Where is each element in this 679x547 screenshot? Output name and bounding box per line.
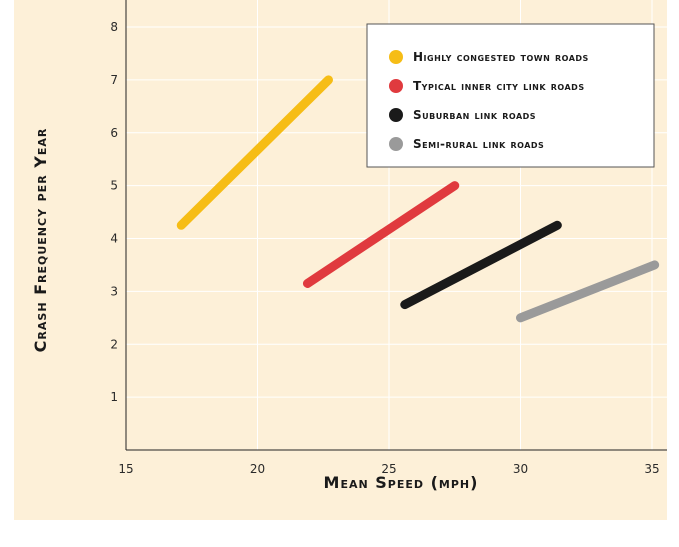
y-tick-label: 4 bbox=[110, 232, 118, 246]
y-tick-label: 1 bbox=[110, 390, 118, 404]
axes bbox=[125, 0, 667, 451]
x-tick-label: 35 bbox=[644, 462, 659, 476]
x-tick-label: 30 bbox=[513, 462, 528, 476]
legend-marker bbox=[389, 79, 403, 93]
x-axis-title: Mean Speed (mph) bbox=[324, 473, 479, 492]
legend: Highly congested town roads Typical inner… bbox=[366, 23, 655, 168]
legend-label: Highly congested town roads bbox=[413, 50, 589, 64]
legend-box bbox=[366, 23, 655, 168]
legend-label: Suburban link roads bbox=[413, 108, 536, 122]
y-tick-label: 2 bbox=[110, 337, 118, 351]
legend-label: Semi-rural link roads bbox=[413, 137, 544, 151]
series-line bbox=[400, 220, 562, 310]
y-tick-label: 8 bbox=[110, 20, 118, 34]
tick-labels: 15 20 25 30 35 1 2 3 4 5 6 7 8 bbox=[110, 20, 659, 476]
legend-marker bbox=[389, 50, 403, 64]
series-group bbox=[176, 75, 660, 323]
y-tick-label: 5 bbox=[110, 179, 118, 193]
series-line bbox=[176, 75, 334, 230]
y-tick-label: 6 bbox=[110, 126, 118, 140]
x-tick-label: 25 bbox=[381, 462, 396, 476]
x-tick-label: 20 bbox=[250, 462, 265, 476]
series-line bbox=[302, 181, 460, 288]
y-tick-label: 3 bbox=[110, 284, 118, 298]
legend-marker bbox=[389, 137, 403, 151]
y-tick-label: 7 bbox=[110, 73, 118, 87]
legend-label: Typical inner city link roads bbox=[413, 79, 585, 93]
legend-marker bbox=[389, 108, 403, 122]
y-axis-title: Crash Frequency per Year bbox=[31, 128, 50, 353]
x-tick-label: 15 bbox=[118, 462, 133, 476]
series-line bbox=[516, 260, 660, 323]
